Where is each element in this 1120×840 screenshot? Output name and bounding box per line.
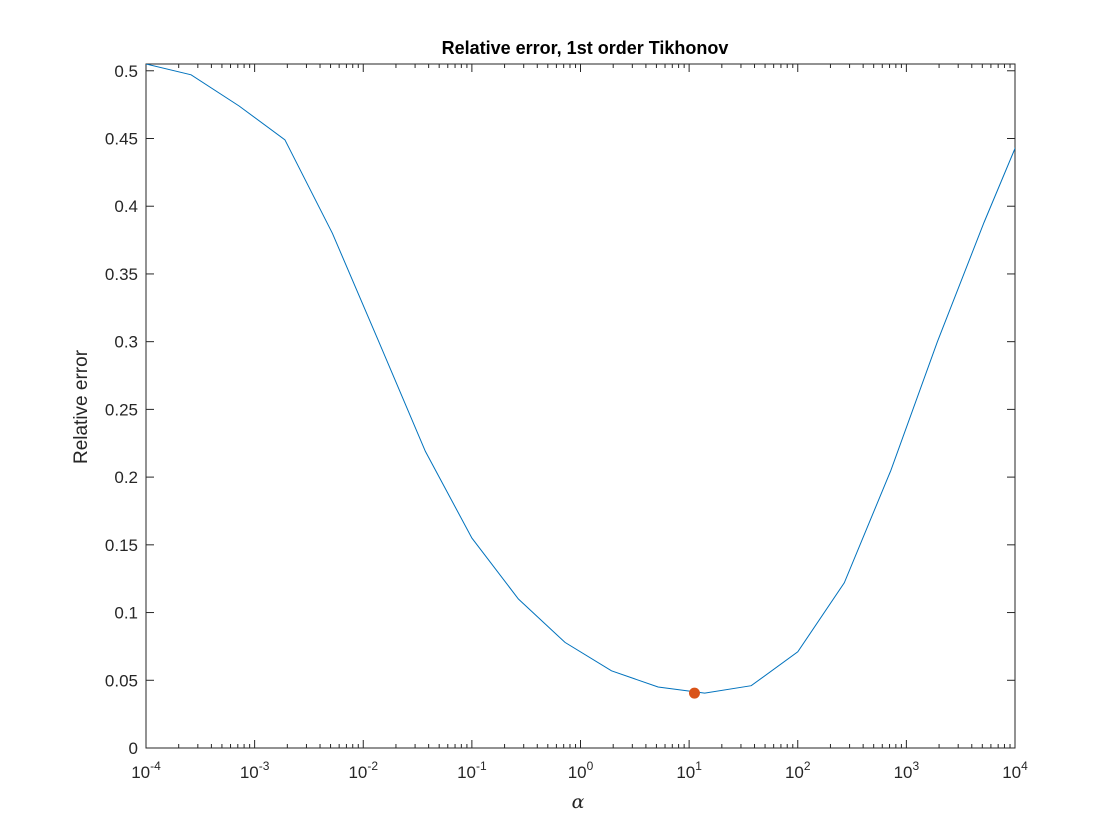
chart-title: Relative error, 1st order Tikhonov bbox=[442, 38, 729, 58]
y-tick-label: 0.45 bbox=[105, 129, 138, 148]
x-tick-label: 103 bbox=[894, 759, 920, 782]
plot-area-frame bbox=[145, 63, 1016, 749]
y-tick-label: 0.2 bbox=[114, 468, 138, 487]
y-tick-label: 0.4 bbox=[114, 197, 138, 216]
x-tick-label: 10-3 bbox=[240, 759, 270, 782]
y-tick-label: 0.5 bbox=[114, 62, 138, 81]
x-tick-label: 102 bbox=[785, 759, 811, 782]
y-tick-label: 0.1 bbox=[114, 604, 138, 623]
y-tick-label: 0.05 bbox=[105, 671, 138, 690]
y-tick-label: 0.15 bbox=[105, 536, 138, 555]
x-tick-label: 100 bbox=[568, 759, 594, 782]
y-tick-label: 0.25 bbox=[105, 400, 138, 419]
x-tick-label: 101 bbox=[676, 759, 702, 782]
x-axis-label: α bbox=[572, 791, 585, 813]
y-tick-label: 0.3 bbox=[114, 333, 138, 352]
y-axis-label: Relative error bbox=[71, 349, 92, 464]
y-tick-label: 0.35 bbox=[105, 265, 138, 284]
x-tick-label: 104 bbox=[1002, 759, 1028, 782]
x-tick-label: 10-4 bbox=[131, 759, 161, 782]
x-tick-label: 10-1 bbox=[457, 759, 487, 782]
minimum-point-marker bbox=[688, 687, 700, 699]
x-tick-label: 10-2 bbox=[348, 759, 378, 782]
y-tick-label: 0 bbox=[129, 739, 138, 758]
series-line bbox=[146, 64, 1015, 694]
